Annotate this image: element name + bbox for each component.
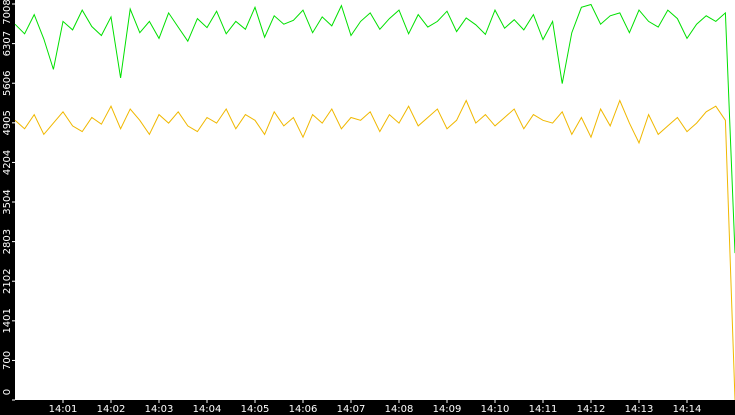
x-tick-label: 14:03 <box>145 404 174 415</box>
x-tick-label: 14:01 <box>49 404 78 415</box>
y-tick-label: 3504 <box>2 189 13 214</box>
x-tick-label: 14:07 <box>337 404 366 415</box>
y-tick-label: 2803 <box>2 229 13 254</box>
y-tick-label: 5606 <box>2 70 13 95</box>
x-tick-label: 14:06 <box>289 404 318 415</box>
y-tick-label: 0 <box>2 389 13 395</box>
x-tick-label: 14:11 <box>529 404 558 415</box>
x-tick-label: 14:04 <box>193 404 222 415</box>
y-tick-label: 1401 <box>2 308 13 333</box>
x-tick-label: 14:13 <box>625 404 654 415</box>
series-line <box>14 99 735 401</box>
y-tick-label: 6307 <box>2 31 13 56</box>
plot-area <box>15 0 735 400</box>
x-tick-label: 14:08 <box>385 404 414 415</box>
x-tick-label: 14:12 <box>577 404 606 415</box>
x-tick-label: 14:14 <box>673 404 702 415</box>
x-tick-label: 14:09 <box>433 404 462 415</box>
x-tick-label: 14:10 <box>481 404 510 415</box>
y-tick-label: 4204 <box>2 150 13 175</box>
x-tick-label: 14:02 <box>97 404 126 415</box>
y-tick-label: 4905 <box>2 110 13 135</box>
x-tick-label: 14:05 <box>241 404 270 415</box>
y-tick-label: 2102 <box>2 268 13 293</box>
series-line <box>14 3 735 254</box>
y-tick-label: 7008 <box>2 0 13 25</box>
y-tick-label: 700 <box>2 351 13 370</box>
